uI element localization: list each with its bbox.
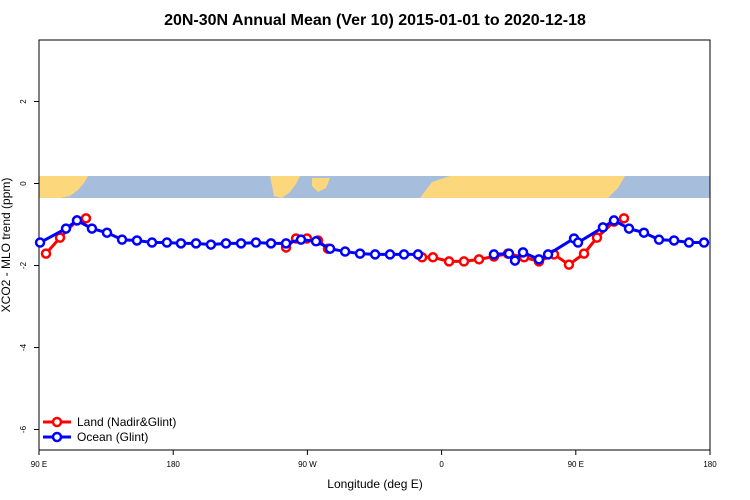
point <box>146 237 158 248</box>
chart-title: 20N-30N Annual Mean (Ver 10) 2015-01-01 … <box>164 12 586 29</box>
point <box>572 237 584 248</box>
point <box>205 239 217 250</box>
x-tick-label: 90 W <box>298 460 317 469</box>
point <box>86 223 98 234</box>
point <box>280 238 292 249</box>
point <box>54 232 66 243</box>
legend-marker <box>51 431 63 443</box>
point <box>653 234 665 245</box>
legend-label: Land (Nadir&Glint) <box>77 415 176 429</box>
point <box>369 249 381 260</box>
point <box>116 234 128 245</box>
point <box>638 227 650 238</box>
x-tick-label: 180 <box>703 460 717 469</box>
point <box>398 249 410 260</box>
point <box>235 238 247 249</box>
legend-label: Ocean (Glint) <box>77 430 148 444</box>
point <box>563 259 575 270</box>
point <box>354 248 366 259</box>
point <box>175 238 187 249</box>
point <box>324 243 336 254</box>
point <box>40 248 52 259</box>
point <box>623 223 635 234</box>
point <box>473 254 485 265</box>
point <box>384 249 396 260</box>
point <box>488 249 500 260</box>
point <box>101 227 113 238</box>
y-tick-label: -6 <box>19 425 28 433</box>
legend-marker <box>51 416 63 428</box>
point <box>517 247 529 258</box>
point <box>597 222 609 233</box>
y-tick-label: 0 <box>19 181 28 186</box>
x-tick-label: 90 E <box>568 460 584 469</box>
point <box>458 256 470 267</box>
point <box>509 255 521 266</box>
point <box>250 237 262 248</box>
x-axis-label: Longitude (deg E) <box>327 477 422 491</box>
point <box>131 235 143 246</box>
point <box>339 246 351 257</box>
point <box>161 237 173 248</box>
y-axis-label: XCO2 - MLO trend (ppm) <box>0 178 13 313</box>
point <box>542 249 554 260</box>
point <box>698 237 710 248</box>
point <box>683 237 695 248</box>
point <box>295 234 307 245</box>
y-tick-label: -2 <box>19 261 28 269</box>
point <box>608 215 620 226</box>
point <box>668 235 680 246</box>
point <box>503 248 515 259</box>
point <box>578 248 590 259</box>
point <box>60 223 72 234</box>
point <box>533 254 545 265</box>
point <box>427 252 439 263</box>
x-tick-label: 90 E <box>31 460 47 469</box>
y-tick-label: 2 <box>19 99 28 104</box>
point <box>310 236 322 247</box>
point <box>80 213 92 224</box>
point <box>443 256 455 267</box>
point <box>190 238 202 249</box>
point <box>71 215 83 226</box>
point <box>412 249 424 260</box>
point <box>34 237 46 248</box>
point <box>265 238 277 249</box>
point <box>591 232 603 243</box>
y-tick-label: -4 <box>19 343 28 351</box>
x-tick-label: 0 <box>439 460 444 469</box>
point <box>618 213 630 224</box>
point <box>220 238 232 249</box>
map-strip <box>39 176 710 198</box>
x-tick-label: 180 <box>167 460 181 469</box>
